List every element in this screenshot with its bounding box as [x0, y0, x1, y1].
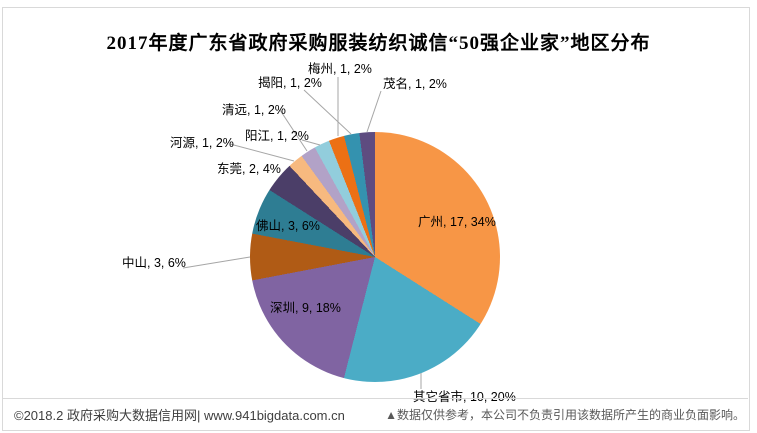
- pie-label-maoming: 茂名, 1, 2%: [383, 77, 447, 91]
- chart-frame-border: [2, 7, 750, 431]
- pie-label-qingyuan: 清远, 1, 2%: [222, 103, 286, 117]
- pie-label-meizhou: 梅州, 1, 2%: [308, 62, 372, 76]
- footer-divider: [3, 398, 748, 399]
- pie-chart: [250, 132, 500, 382]
- pie-label-guangzhou: 广州, 17, 34%: [418, 215, 496, 229]
- footer-copyright: ©2018.2 政府采购大数据信用网| www.941bigdata.com.c…: [14, 408, 345, 423]
- pie-label-zhongshan: 中山, 3, 6%: [122, 256, 186, 270]
- pie-label-dongguan: 东莞, 2, 4%: [217, 162, 281, 176]
- pie-label-yangjiang: 阳江, 1, 2%: [245, 129, 309, 143]
- pie-label-shenzhen: 深圳, 9, 18%: [270, 301, 341, 315]
- pie-label-jieyang: 揭阳, 1, 2%: [258, 76, 322, 90]
- chart-title: 2017年度广东省政府采购服装纺织诚信“50强企业家”地区分布: [106, 33, 651, 54]
- footer-disclaimer: ▲数据仅供参考，本公司不负责引用该数据所产生的商业负面影响。: [385, 408, 745, 422]
- pie-label-qitashengshi: 其它省市, 10, 20%: [413, 390, 516, 404]
- pie-label-foshan: 佛山, 3, 6%: [256, 219, 320, 233]
- pie-label-heyuan: 河源, 1, 2%: [170, 136, 234, 150]
